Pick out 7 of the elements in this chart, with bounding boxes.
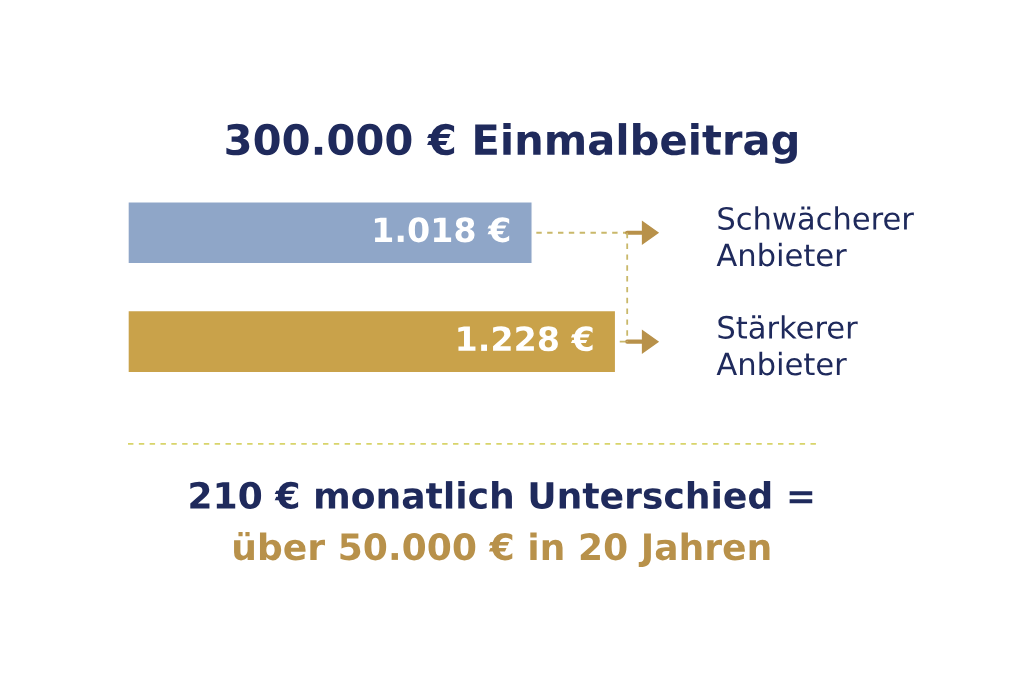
- text: über 50.000 € in 20 Jahren: [234, 531, 770, 568]
- text: 210 € monatlich Unterschied =: [190, 481, 813, 510]
- chart-title: 300.000 € Einmalbeitrag: [226, 123, 797, 164]
- y-tick-label: Stärkerer Anbieter: [716, 315, 858, 376]
- data-label: 1.228 €: [458, 326, 593, 352]
- data-label: 1.018 €: [374, 217, 510, 243]
- y-tick-label: Schwächerer Anbieter: [716, 206, 914, 267]
